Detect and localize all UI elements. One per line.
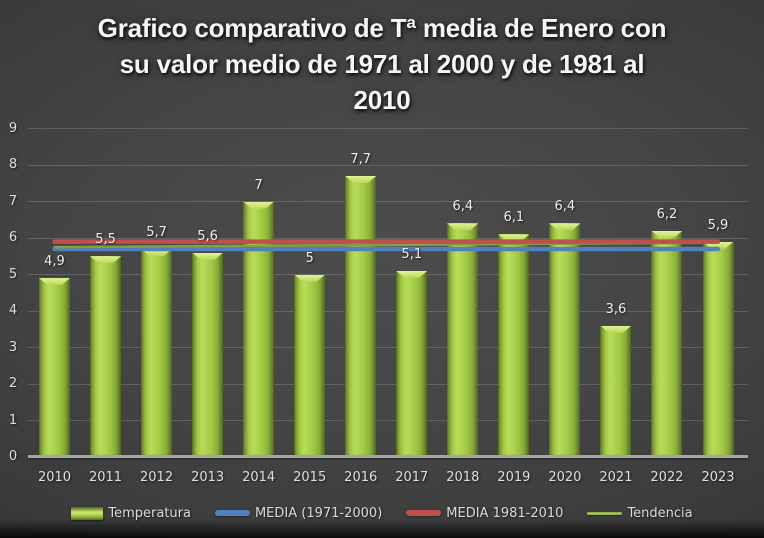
bar-top-bevel (600, 325, 632, 333)
x-axis-label: 2011 (88, 470, 123, 485)
x-axis-label: 2021 (599, 470, 633, 485)
legend-item-tendencia: Tendencia (587, 505, 693, 521)
legend-bar-swatch-icon (71, 506, 104, 520)
legend-line-swatch-icon (406, 510, 442, 516)
bar-top-bevel (651, 230, 683, 238)
chart-title-line-2: su valor medio de 1971 al 2000 y de 1981… (119, 49, 645, 79)
bar-2023 (702, 241, 734, 458)
bar-top-bevel (39, 278, 70, 286)
bar-value-label: 6,4 (554, 199, 576, 215)
bar-2017 (396, 270, 428, 458)
bar-top-bevel (345, 175, 377, 183)
bar-value-label: 4,9 (44, 254, 65, 270)
bar-2020 (549, 223, 581, 458)
bar-top-bevel (90, 256, 122, 264)
gridline-y-5 (28, 274, 748, 275)
bar-top-bevel (549, 223, 581, 231)
y-axis-label: 4 (8, 303, 18, 318)
x-axis-label: 2017 (395, 470, 429, 485)
gridline-y-1 (28, 420, 748, 421)
bar-2019 (498, 234, 530, 458)
bar-2018 (447, 223, 479, 458)
bar-value-label: 6,2 (656, 206, 678, 222)
bar-top-bevel (702, 241, 734, 249)
legend-trend-swatch-icon (587, 511, 623, 515)
bar-value-label: 7 (254, 177, 263, 193)
x-axis-label: 2018 (446, 470, 480, 485)
y-axis-label: 9 (8, 120, 18, 136)
gridline-y-8 (28, 164, 748, 166)
gridline-y-7 (28, 201, 748, 202)
legend-label-tendencia: Tendencia (627, 505, 693, 521)
bar-value-label: 5,7 (146, 224, 167, 240)
bar-value-label: 5 (305, 250, 314, 266)
chart-title-line-3: 2010 (353, 85, 411, 115)
bar-2011 (90, 256, 122, 458)
x-axis-label: 2019 (497, 470, 531, 485)
y-axis-label: 3 (8, 339, 18, 355)
x-axis-label: 2013 (191, 470, 225, 485)
bar-2010 (39, 278, 70, 458)
bar-2022 (651, 230, 683, 458)
x-axis-label: 2020 (548, 470, 582, 485)
y-axis-label: 5 (8, 266, 18, 282)
bar-value-label: 5,9 (707, 217, 729, 233)
bar-top-bevel (141, 248, 173, 256)
bar-top-bevel (396, 270, 428, 278)
legend-item-media-1971-2000: MEDIA (1971-2000) (214, 505, 383, 521)
legend: Temperatura MEDIA (1971-2000) MEDIA 1981… (0, 503, 764, 523)
gridline-y-9 (28, 128, 748, 129)
bar-value-label: 5,6 (197, 228, 218, 244)
bar-value-label: 6,1 (503, 210, 525, 226)
gridline-y-6 (28, 237, 748, 239)
x-axis-line (28, 455, 748, 458)
x-axis-label: 2014 (242, 470, 276, 485)
bar-top-bevel (192, 252, 224, 260)
gridline-y-4 (28, 310, 748, 312)
bar-2015 (294, 274, 326, 458)
bar-value-label: 6,4 (452, 199, 474, 215)
legend-label-media-1981-2010: MEDIA 1981-2010 (446, 505, 564, 521)
y-axis-label: 2 (8, 376, 18, 391)
legend-line-swatch-icon (214, 510, 250, 516)
bar-top-bevel (498, 234, 530, 242)
x-axis-label: 2023 (701, 470, 735, 485)
y-axis-label: 8 (8, 157, 18, 172)
y-axis-label: 6 (8, 230, 18, 245)
x-axis-label: 2012 (140, 470, 174, 485)
bar-value-label: 5,1 (401, 246, 423, 262)
bar-2012 (141, 248, 173, 458)
gridline-y-2 (28, 383, 748, 385)
bar-top-bevel (243, 201, 275, 209)
chart-title: Grafico comparativo de Tª media de Enero… (0, 10, 764, 118)
y-axis-label: 7 (8, 193, 18, 209)
x-axis-label: 2022 (650, 470, 684, 485)
bar-top-bevel (294, 274, 326, 282)
y-axis-label: 0 (8, 449, 18, 464)
x-axis-label: 2015 (293, 470, 327, 485)
chart-title-line-1: Grafico comparativo de Tª media de Enero… (97, 13, 667, 43)
bar-2021 (600, 325, 632, 458)
bar-value-label: 7,7 (350, 151, 372, 167)
legend-label-media-1971-2000: MEDIA (1971-2000) (254, 505, 383, 521)
x-axis-label: 2016 (344, 470, 378, 485)
bar-2013 (192, 252, 224, 458)
bar-top-bevel (447, 223, 479, 231)
gridline-y-3 (28, 347, 748, 348)
legend-item-temperatura: Temperatura (71, 506, 191, 521)
bar-2014 (243, 201, 275, 458)
legend-item-media-1981-2010: MEDIA 1981-2010 (406, 506, 563, 521)
legend-label-temperatura: Temperatura (108, 505, 191, 521)
y-axis-label: 1 (8, 412, 18, 428)
bar-2016 (345, 175, 377, 458)
x-axis-label: 2010 (37, 470, 72, 485)
bar-value-label: 3,6 (605, 301, 627, 317)
